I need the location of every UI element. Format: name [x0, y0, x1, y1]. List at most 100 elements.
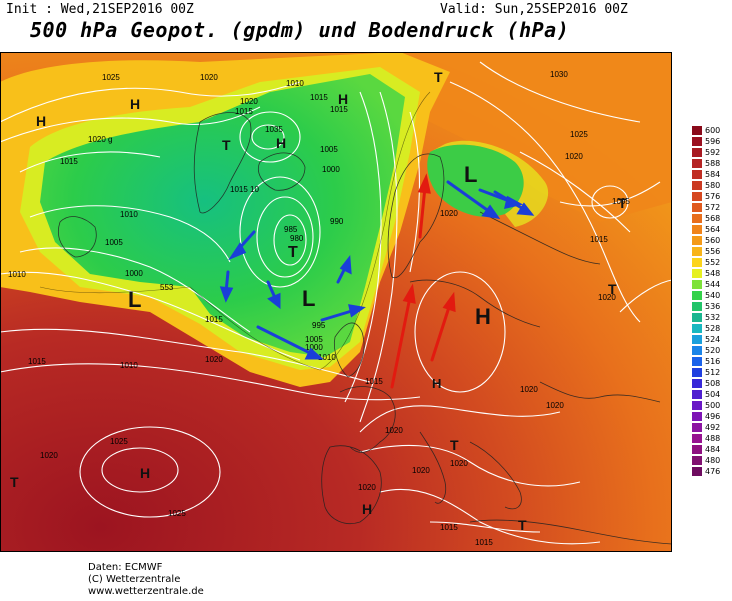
legend-value: 548 — [705, 269, 721, 278]
geopotential-trough-green — [40, 74, 405, 357]
label-1020j: 1020 — [440, 209, 458, 218]
legend-value: 524 — [705, 335, 721, 344]
legend-swatch — [692, 434, 702, 443]
label-1020g: 1020 g — [88, 135, 112, 144]
label-1000b: 1000 — [305, 343, 323, 352]
label-1020l: 1020 — [546, 401, 564, 410]
init-time: Init : Wed,21SEP2016 00Z — [6, 2, 194, 17]
label-1005b: 1005 — [612, 197, 630, 206]
trough-symbol: T — [618, 195, 627, 211]
label-995: 995 — [312, 321, 326, 330]
legend-value: 492 — [705, 423, 721, 432]
legend-value: 496 — [705, 412, 721, 421]
legend-swatch — [692, 313, 702, 322]
legend-value: 600 — [705, 126, 721, 135]
legend-value: 508 — [705, 379, 721, 388]
legend-swatch — [692, 335, 702, 344]
chart-title: 500 hPa Geopot. (gpdm) und Bodendruck (h… — [30, 18, 570, 42]
pressure-labels: 1025 1020 1015 1010 1005 1000 995 990 98… — [8, 70, 630, 547]
label-553: 553 — [160, 283, 174, 292]
legend-swatch — [692, 346, 702, 355]
high-center: H — [140, 465, 150, 481]
data-source: Daten: ECMWF — [88, 562, 163, 573]
legend-swatch — [692, 170, 702, 179]
legend-value: 556 — [705, 247, 721, 256]
legend-value: 552 — [705, 258, 721, 267]
trough-symbol: T — [288, 244, 298, 261]
label-1020h: 1020 — [565, 152, 583, 161]
legend-swatch — [692, 324, 702, 333]
cold-flow-arrows — [219, 180, 535, 360]
legend-swatch — [692, 126, 702, 135]
legend-value: 592 — [705, 148, 721, 157]
label-1010: 1010 — [120, 210, 138, 219]
legend-value: 528 — [705, 324, 721, 333]
website: www.wetterzentrale.de — [88, 586, 204, 597]
legend-swatch — [692, 181, 702, 190]
trough-symbol: T — [608, 281, 617, 297]
legend-value: 540 — [705, 291, 721, 300]
label-985: 985 — [284, 225, 298, 234]
credits: Daten: ECMWF (C) Wetterzentrale www.wett… — [88, 562, 204, 598]
low-center: L — [128, 287, 141, 312]
warm-flow-arrows — [390, 173, 456, 389]
label-1015j: 1015 — [235, 107, 253, 116]
label-1015e: 1015 — [440, 523, 458, 532]
legend-swatch — [692, 214, 702, 223]
trough-symbol: T — [518, 517, 527, 533]
high-center: H — [362, 501, 372, 517]
legend-value: 480 — [705, 456, 721, 465]
coastlines — [58, 112, 672, 545]
legend-value: 476 — [705, 467, 721, 476]
legend-swatch — [692, 247, 702, 256]
legend-value: 580 — [705, 181, 721, 190]
legend-swatch — [692, 192, 702, 201]
label-1010b: 1010 — [120, 361, 138, 370]
high-center: H — [130, 96, 140, 112]
legend-swatch — [692, 423, 702, 432]
legend-value: 536 — [705, 302, 721, 311]
high-center: H — [475, 304, 491, 329]
label-1030: 1030 — [550, 70, 568, 79]
legend-swatch — [692, 291, 702, 300]
label-1025d: 1025 — [570, 130, 588, 139]
legend-value: 560 — [705, 236, 721, 245]
legend-swatch — [692, 456, 702, 465]
legend-value: 488 — [705, 434, 721, 443]
legend-swatch — [692, 236, 702, 245]
label-1005: 1005 — [105, 238, 123, 247]
legend-swatch — [692, 368, 702, 377]
low-center: L — [302, 286, 315, 311]
label-1020e: 1020 — [450, 459, 468, 468]
legend-swatch — [692, 203, 702, 212]
label-1020m: 1020 — [240, 97, 258, 106]
label-1020k: 1020 — [520, 385, 538, 394]
legend-value: 572 — [705, 203, 721, 212]
label-1010d: 1010 — [318, 353, 336, 362]
label-1015i: 1015 — [310, 93, 328, 102]
legend-value: 516 — [705, 357, 721, 366]
label-1020f: 1020 — [412, 466, 430, 475]
legend-swatch — [692, 412, 702, 421]
label-1025b: 1025 — [110, 437, 128, 446]
high-center: H — [338, 91, 348, 107]
legend-value: 484 — [705, 445, 721, 454]
label-1015g: 1015 — [590, 235, 608, 244]
legend-value: 588 — [705, 159, 721, 168]
legend-value: 544 — [705, 280, 721, 289]
legend-value: 500 — [705, 401, 721, 410]
high-center: H — [36, 113, 46, 129]
legend-value: 576 — [705, 192, 721, 201]
legend-value: 564 — [705, 225, 721, 234]
label-1015-10: 1015 10 — [230, 185, 259, 194]
trough-symbol: T — [10, 474, 19, 490]
legend-swatch — [692, 258, 702, 267]
label-1005d: 1005 — [320, 145, 338, 154]
label-1015c: 1015 — [205, 315, 223, 324]
legend-swatch — [692, 280, 702, 289]
label-1035: 1035 — [265, 125, 283, 134]
legend-swatch — [692, 302, 702, 311]
legend-swatch — [692, 269, 702, 278]
label-1015b: 1015 — [28, 357, 46, 366]
weather-map: 1025 1020 1015 1010 1005 1000 995 990 98… — [0, 52, 672, 552]
